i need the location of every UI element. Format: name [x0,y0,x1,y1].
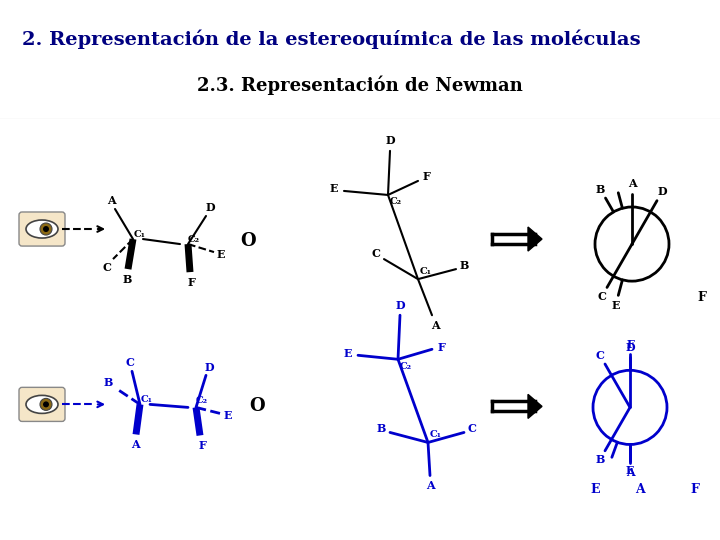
Text: F: F [422,171,430,183]
Ellipse shape [26,220,58,238]
Text: B: B [377,423,386,434]
Text: B: B [459,260,469,271]
Text: C₂: C₂ [196,396,208,405]
Text: C₁: C₁ [134,230,146,239]
Text: 2. Representación de la estereoquímica de las moléculas: 2. Representación de la estereoquímica d… [22,30,640,49]
Text: A: A [628,178,636,190]
Text: C: C [125,357,135,368]
Circle shape [43,226,49,232]
Text: C: C [595,350,604,361]
Text: C₂: C₂ [188,234,200,244]
Text: E: E [626,465,634,476]
Polygon shape [528,394,542,418]
Text: C₂: C₂ [400,362,412,371]
Text: D: D [625,342,635,353]
Text: E: E [217,248,225,260]
Text: F: F [626,339,634,350]
Circle shape [40,223,52,235]
Text: 2.3. Representación de Newman: 2.3. Representación de Newman [197,76,523,95]
Text: A: A [426,480,434,491]
Text: C: C [102,261,112,273]
Text: D: D [205,202,215,213]
Text: B: B [103,377,113,388]
Text: C: C [598,291,606,302]
Text: B: B [596,184,606,195]
Text: A: A [131,439,139,450]
Text: O: O [249,397,265,415]
FancyBboxPatch shape [19,387,65,421]
FancyBboxPatch shape [19,212,65,246]
Text: E: E [330,184,338,194]
Text: D: D [204,362,214,373]
Text: C₂: C₂ [390,198,402,206]
Text: A: A [107,195,115,206]
Text: E: E [611,300,620,310]
Text: F: F [698,291,706,303]
Circle shape [43,401,49,407]
Polygon shape [528,227,542,251]
Text: E: E [343,348,352,359]
Text: D: D [395,300,405,310]
Text: F: F [437,342,445,353]
Circle shape [40,399,52,410]
Text: A: A [431,320,439,330]
Text: F: F [690,483,699,496]
Ellipse shape [26,395,58,414]
Text: E: E [590,483,600,496]
Text: D: D [657,186,667,198]
Text: C₁: C₁ [141,395,153,404]
Text: C: C [467,423,477,434]
Text: F: F [187,276,195,288]
Text: O: O [240,232,256,250]
Text: B: B [595,454,605,465]
Text: E: E [224,410,233,421]
Text: D: D [385,136,395,146]
Text: A: A [626,467,634,478]
Text: C: C [372,247,380,259]
Text: F: F [198,440,206,451]
Text: C₁: C₁ [430,430,442,439]
Text: C₁: C₁ [420,267,432,275]
Text: A: A [635,483,645,496]
Text: B: B [122,274,132,285]
